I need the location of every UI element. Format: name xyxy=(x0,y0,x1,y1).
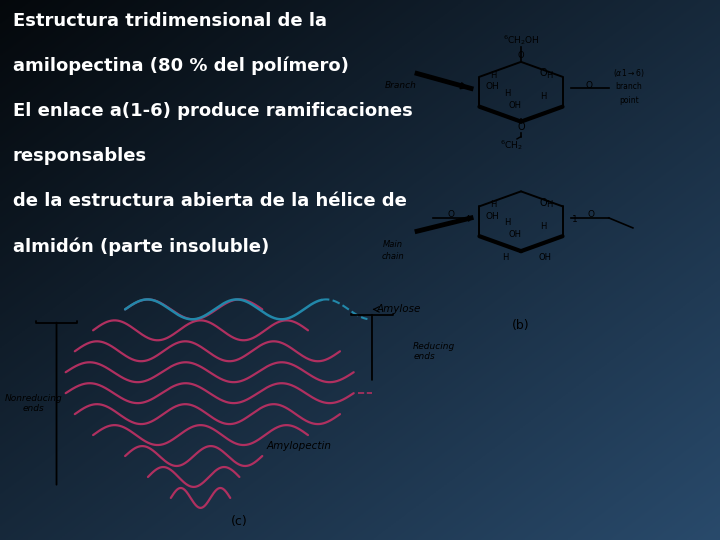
Text: H: H xyxy=(504,89,510,98)
Text: H: H xyxy=(546,200,552,209)
Text: (b): (b) xyxy=(512,319,530,333)
Text: Branch: Branch xyxy=(385,80,417,90)
Text: Reducing
ends: Reducing ends xyxy=(413,342,455,361)
Text: 1: 1 xyxy=(572,215,578,224)
Text: Amylose: Amylose xyxy=(377,305,421,314)
Text: O: O xyxy=(539,198,546,208)
Text: $^6$CH$_2$: $^6$CH$_2$ xyxy=(500,138,523,152)
Text: OH: OH xyxy=(485,82,499,91)
Text: amilopectina (80 % del polímero): amilopectina (80 % del polímero) xyxy=(13,57,348,76)
Text: O: O xyxy=(518,51,524,60)
Text: $^6$CH$_2$OH: $^6$CH$_2$OH xyxy=(503,33,539,47)
Text: O: O xyxy=(588,210,595,219)
Text: O: O xyxy=(448,210,454,219)
Text: O: O xyxy=(585,80,593,90)
Text: OH: OH xyxy=(539,253,552,262)
Text: responsables: responsables xyxy=(13,147,147,165)
Text: Amylopectin: Amylopectin xyxy=(267,441,332,450)
Text: H: H xyxy=(540,92,546,101)
Text: OH: OH xyxy=(508,230,521,239)
Text: El enlace a(1-6) produce ramificaciones: El enlace a(1-6) produce ramificaciones xyxy=(13,102,413,120)
Text: point: point xyxy=(619,96,639,105)
Text: (c): (c) xyxy=(231,515,248,528)
Text: Nonreducing
ends: Nonreducing ends xyxy=(5,394,63,413)
Text: ($\alpha$1$\rightarrow$6): ($\alpha$1$\rightarrow$6) xyxy=(613,68,644,79)
Text: O: O xyxy=(539,69,546,78)
Text: H: H xyxy=(502,253,508,262)
Text: chain: chain xyxy=(382,252,405,261)
Text: Estructura tridimensional de la: Estructura tridimensional de la xyxy=(13,12,327,30)
Text: almidón (parte insoluble): almidón (parte insoluble) xyxy=(13,238,269,256)
Text: 4: 4 xyxy=(464,215,470,224)
Text: OH: OH xyxy=(485,212,499,221)
Text: H: H xyxy=(540,222,546,231)
Text: de la estructura abierta de la hélice de: de la estructura abierta de la hélice de xyxy=(13,192,407,211)
Text: OH: OH xyxy=(508,100,521,110)
Text: branch: branch xyxy=(616,82,642,91)
Text: Main: Main xyxy=(383,240,403,249)
Text: H: H xyxy=(490,200,496,209)
Text: H: H xyxy=(490,71,496,79)
Text: H: H xyxy=(504,218,510,227)
Text: O: O xyxy=(517,122,525,132)
Text: H: H xyxy=(546,71,552,79)
